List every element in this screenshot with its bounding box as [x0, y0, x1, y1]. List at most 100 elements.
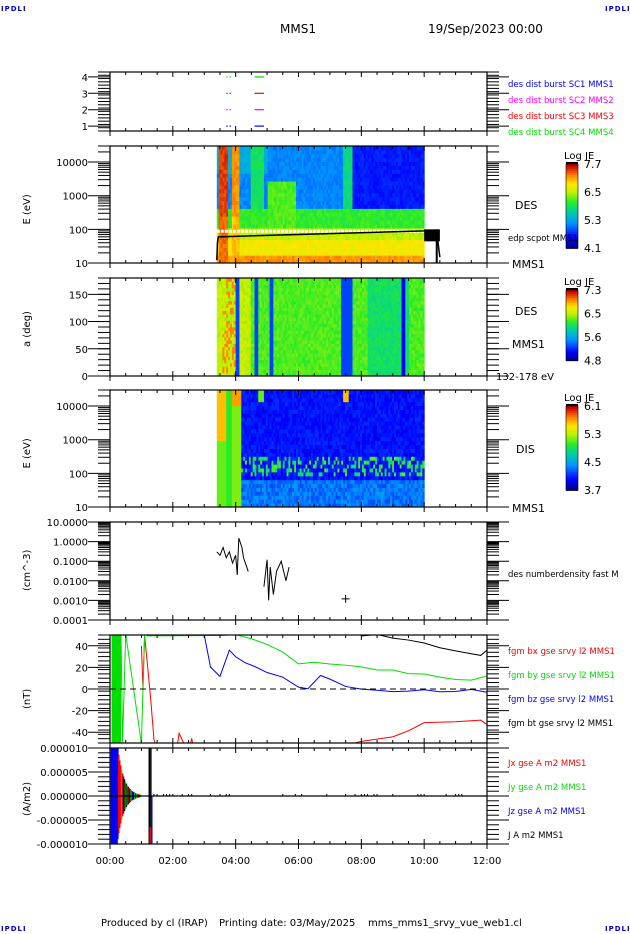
- spectrogram-cell: [377, 146, 380, 151]
- spectrogram-cell: [322, 212, 325, 217]
- spectrogram-cell: [241, 284, 244, 289]
- spectrogram-cell: [382, 165, 386, 170]
- spectrogram-cell: [246, 247, 250, 252]
- spectrogram-cell: [384, 224, 387, 229]
- spectrogram-cell: [233, 356, 237, 361]
- spectrogram-cell: [346, 188, 350, 194]
- spectrogram-cell: [299, 278, 303, 282]
- spectrogram-cell: [288, 200, 291, 205]
- spectrogram-cell: [286, 297, 289, 302]
- spectrogram-cell: [220, 239, 223, 244]
- spectrogram-cell: [243, 346, 246, 351]
- spectrogram-cell: [318, 216, 321, 221]
- spectrogram-cell: [322, 251, 325, 256]
- spectrogram-cell: [250, 251, 254, 256]
- spectrogram-cell: [269, 356, 272, 361]
- spectrogram-cell: [250, 235, 254, 241]
- spectrogram-cell: [263, 307, 267, 312]
- spectrogram-cell: [382, 169, 386, 174]
- spectrogram-cell: [233, 157, 237, 163]
- spectrogram-cell: [235, 192, 239, 198]
- spectrogram-cell: [382, 181, 386, 186]
- spectrogram-cell: [245, 320, 248, 325]
- spectrogram-cell: [216, 294, 220, 299]
- spectrogram-cell: [230, 224, 233, 229]
- spectrogram-cell: [256, 204, 259, 209]
- spectrogram-cell: [418, 146, 421, 151]
- spectrogram-cell: [231, 239, 235, 244]
- spectrogram-cell: [277, 317, 280, 321]
- spectrogram-cell: [267, 362, 271, 367]
- spectrogram-cell: [343, 259, 346, 264]
- spectrogram-cell: [248, 259, 252, 264]
- spectrogram-cell: [297, 310, 301, 315]
- spectrogram-cell: [320, 204, 323, 209]
- spectrogram-cell: [245, 157, 248, 163]
- spectrogram-cell: [399, 212, 403, 217]
- spectrogram-cell: [284, 353, 288, 357]
- spectrogram-cell: [267, 165, 271, 170]
- spectrogram-cell: [284, 356, 288, 361]
- spectrogram-cell: [378, 173, 382, 178]
- spectrogram-cell: [373, 153, 376, 159]
- spectrogram-cell: [420, 200, 423, 205]
- spectrogram-cell: [235, 310, 239, 315]
- spectrogram-cell: [416, 161, 420, 166]
- spectrogram-cell: [297, 243, 301, 248]
- spectrogram-cell: [373, 251, 376, 256]
- spectrogram-cell: [239, 366, 242, 370]
- spectrogram-cell: [390, 204, 393, 209]
- spectrogram-cell: [420, 188, 423, 194]
- spectrogram-cell: [243, 173, 246, 178]
- spectrogram-cell: [295, 372, 299, 377]
- spectrogram-cell: [235, 333, 239, 338]
- spectrogram-cell: [388, 231, 391, 237]
- spectrogram-cell: [284, 200, 288, 205]
- spectrogram-cell: [360, 216, 363, 221]
- spectrogram-cell: [290, 146, 293, 151]
- spectrogram-cell: [394, 165, 397, 170]
- spectrogram-cell: [216, 362, 220, 367]
- spectrogram-cell: [277, 251, 280, 256]
- spectrogram-cell: [394, 181, 397, 186]
- spectrogram-cell: [246, 192, 250, 198]
- spectrogram-cell: [233, 284, 237, 289]
- spectrogram-cell: [288, 349, 291, 354]
- spectrogram-cell: [407, 208, 410, 213]
- spectrogram-cell: [301, 304, 305, 308]
- spectrogram-cell: [262, 356, 265, 361]
- spectrogram-cell: [220, 251, 223, 256]
- spectrogram-cell: [226, 204, 229, 209]
- spectrogram-cell: [301, 356, 305, 361]
- spectrogram-cell: [222, 362, 225, 367]
- spectrogram-cell: [263, 300, 267, 305]
- spectrogram-cell: [295, 287, 299, 292]
- spectrogram-cell: [365, 161, 369, 166]
- spectrogram-cell: [256, 251, 259, 256]
- spectrogram-cell: [346, 208, 350, 213]
- spectrogram-cell: [314, 200, 318, 205]
- spectrogram-cell: [365, 216, 369, 221]
- spectrogram-cell: [220, 146, 223, 151]
- spectrogram-cell: [271, 343, 274, 348]
- spectrogram-cell: [301, 181, 305, 186]
- spectrogram-cell: [356, 181, 359, 186]
- spectrogram-cell: [284, 362, 288, 367]
- spectrogram-cell: [265, 204, 269, 209]
- spectrogram-cell: [299, 359, 303, 364]
- spectrogram-cell: [222, 310, 225, 315]
- spectrogram-cell: [226, 323, 229, 328]
- spectrogram-cell: [365, 149, 369, 155]
- spectrogram-cell: [311, 161, 314, 166]
- spectrogram-cell: [288, 173, 291, 178]
- spectrogram-cell: [295, 297, 299, 302]
- spectrogram-cell: [299, 153, 303, 159]
- spectrogram-cell: [239, 220, 242, 225]
- spectrogram-cell: [299, 251, 303, 256]
- spectrogram-cell: [228, 343, 231, 348]
- spectrogram-cell: [348, 181, 352, 186]
- spectrogram-cell: [301, 196, 305, 202]
- spectrogram-cell: [318, 177, 321, 182]
- colorbar-swatch: [566, 216, 578, 220]
- spectrogram-cell: [295, 343, 299, 348]
